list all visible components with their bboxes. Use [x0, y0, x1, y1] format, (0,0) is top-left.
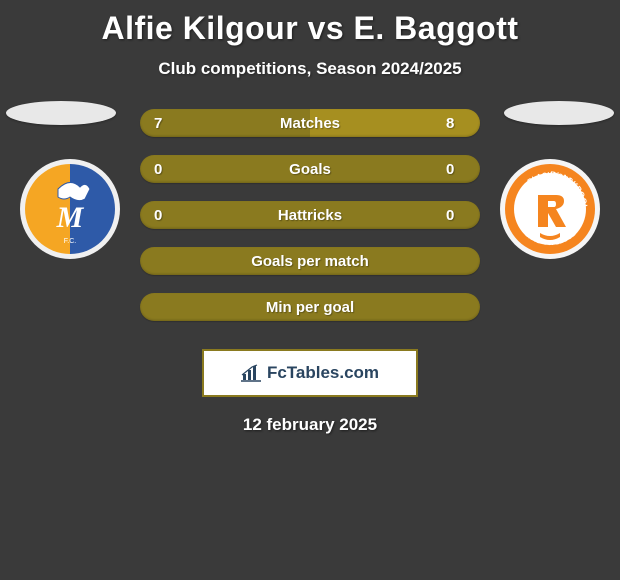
svg-text:M: M — [56, 201, 85, 234]
stat-label: Goals — [174, 161, 446, 178]
stat-row: Min per goal — [140, 293, 480, 321]
stat-row: Goals per match — [140, 247, 480, 275]
player-badge-left — [6, 101, 116, 125]
stat-value-left: 0 — [154, 207, 174, 224]
club-logo-right: BLACKPOOL · BLACKPOOL · FOOTBALL CLUB — [500, 159, 600, 259]
comparison-date: 12 february 2025 — [0, 415, 620, 435]
stat-row: 0Hattricks0 — [140, 201, 480, 229]
stat-value-left: 0 — [154, 161, 174, 178]
svg-text:F.C.: F.C. — [64, 238, 77, 245]
comparison-subtitle: Club competitions, Season 2024/2025 — [0, 59, 620, 79]
blackpool-logo-icon: BLACKPOOL · BLACKPOOL · FOOTBALL CLUB — [500, 159, 600, 259]
mansfield-logo-icon: M F.C. — [20, 159, 120, 259]
stat-label: Min per goal — [174, 299, 446, 316]
fctables-label: FcTables.com — [267, 363, 379, 383]
fctables-attribution: FcTables.com — [202, 349, 418, 397]
stat-row: 7Matches8 — [140, 109, 480, 137]
stat-rows: 7Matches80Goals00Hattricks0Goals per mat… — [140, 109, 480, 321]
stat-label: Goals per match — [174, 253, 446, 270]
club-logo-left: M F.C. — [20, 159, 120, 259]
stat-label: Hattricks — [174, 207, 446, 224]
player-badge-right — [504, 101, 614, 125]
comparison-title: Alfie Kilgour vs E. Baggott — [0, 0, 620, 47]
stat-label: Matches — [174, 115, 446, 132]
stat-value-right: 8 — [446, 115, 466, 132]
stat-row: 0Goals0 — [140, 155, 480, 183]
stat-value-left: 7 — [154, 115, 174, 132]
stat-value-right: 0 — [446, 207, 466, 224]
comparison-area: M F.C. BLACKPOOL · BLACKPOOL · FOOTBALL … — [0, 109, 620, 321]
bar-chart-icon — [241, 364, 263, 382]
stat-value-right: 0 — [446, 161, 466, 178]
